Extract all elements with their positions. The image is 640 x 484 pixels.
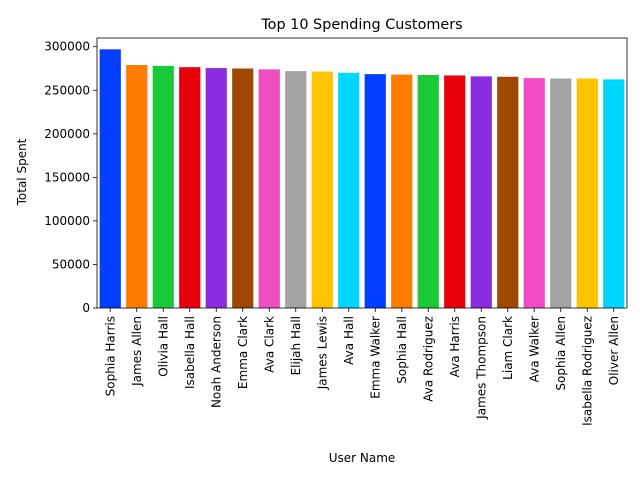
bar — [311, 71, 333, 308]
bar — [523, 78, 545, 308]
x-tick-label: James Thompson — [474, 316, 488, 420]
x-tick-label: Noah Anderson — [209, 316, 223, 408]
bar — [470, 76, 492, 309]
y-tick-label: 50000 — [52, 257, 90, 271]
bar — [391, 74, 413, 308]
x-tick-label: Sophia Allen — [554, 316, 568, 391]
x-tick-label: James Allen — [130, 316, 144, 387]
axes-spines — [96, 37, 628, 309]
y-tick-label: 0 — [82, 301, 90, 315]
x-tick-label: Emma Clark — [236, 316, 250, 389]
chart-title: Top 10 Spending Customers — [260, 17, 462, 33]
x-ticks-group: Sophia Harris James Allen Olivia Hall Isabe… — [103, 308, 621, 426]
x-tick-label: James Lewis — [315, 316, 329, 390]
y-tick-label: 300000 — [44, 40, 90, 54]
y-tick-label: 150000 — [44, 170, 90, 184]
bar — [550, 78, 572, 308]
bar — [179, 67, 201, 308]
bar — [126, 65, 148, 308]
bar — [417, 75, 439, 308]
x-tick-label: Elijah Hall — [289, 316, 303, 375]
bar — [205, 68, 227, 308]
bar — [497, 76, 519, 309]
y-axis-label: Total Spent — [15, 138, 29, 206]
y-ticks-group: 0 50000 100000 150000 200000 250000 300000 — [44, 40, 97, 315]
y-tick-label: 200000 — [44, 127, 90, 141]
axes-frame — [96, 37, 628, 309]
bars-group — [99, 49, 625, 309]
bar — [258, 69, 280, 309]
y-tick-label: 100000 — [44, 214, 90, 228]
bar — [99, 49, 121, 309]
x-tick-label: Isabella Hall — [183, 316, 197, 389]
x-tick-label: Liam Clark — [501, 316, 515, 380]
x-tick-label: Ava Harris — [448, 316, 462, 377]
bar — [364, 74, 386, 308]
x-tick-label: Ava Clark — [262, 316, 276, 373]
bar — [444, 75, 466, 308]
x-tick-label: Ava Walker — [527, 316, 541, 382]
bar — [576, 78, 598, 308]
x-tick-label: Emma Walker — [368, 316, 382, 399]
x-tick-label: Sophia Hall — [395, 316, 409, 384]
x-tick-label: Olivia Hall — [156, 316, 170, 377]
x-tick-label: Ava Rodriguez — [421, 316, 435, 402]
bar — [285, 71, 307, 308]
bar — [603, 79, 625, 308]
bar — [338, 72, 360, 308]
x-tick-label: Sophia Harris — [103, 316, 117, 396]
bar — [232, 68, 254, 308]
x-tick-label: Ava Hall — [342, 316, 356, 365]
x-axis-label: User Name — [329, 451, 396, 465]
bar — [152, 65, 174, 308]
y-tick-label: 250000 — [44, 83, 90, 97]
x-tick-label: Isabella Rodriguez — [580, 316, 594, 426]
x-tick-label: Oliver Allen — [607, 316, 621, 385]
